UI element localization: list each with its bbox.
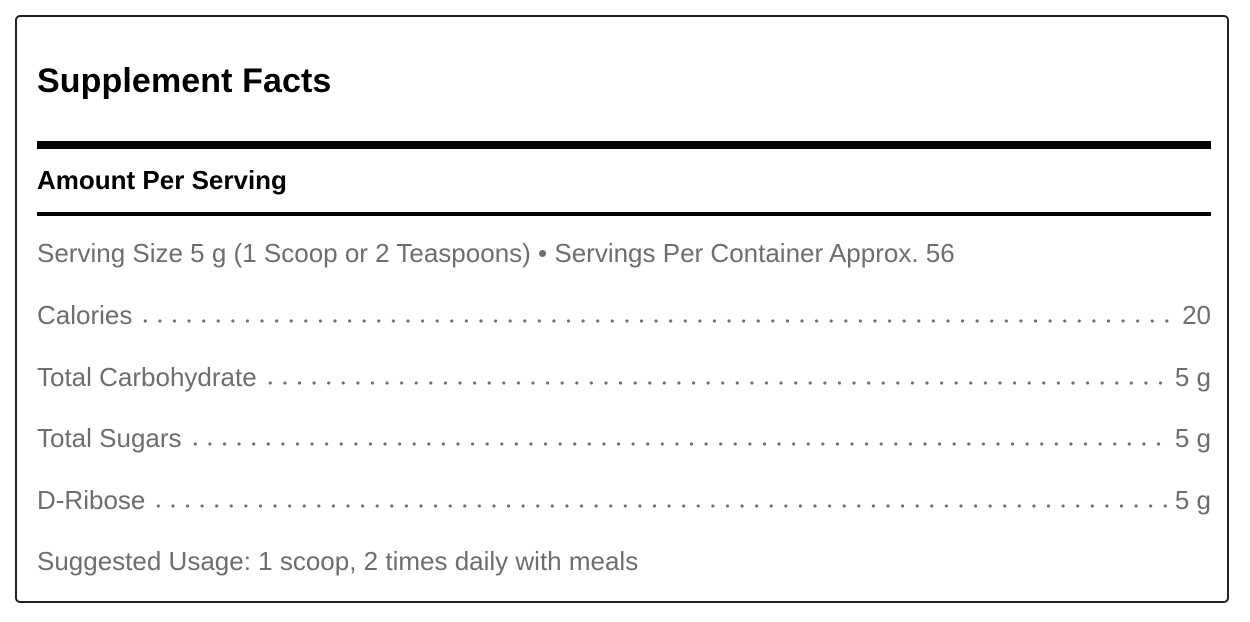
panel-title: Supplement Facts (37, 62, 332, 100)
nutrient-row-d-ribose: D-Ribose 5 g (37, 484, 1211, 516)
nutrient-value: 5 g (1174, 423, 1211, 453)
nutrient-row-total-sugars: Total Sugars 5 g (37, 422, 1211, 454)
dot-leader (151, 503, 1171, 509)
nutrient-value: 5 g (1174, 362, 1211, 392)
dot-leader (187, 441, 1171, 447)
nutrient-label: Total Sugars (37, 423, 182, 453)
serving-info: Serving Size 5 g (1 Scoop or 2 Teaspoons… (37, 238, 955, 268)
suggested-usage: Suggested Usage: 1 scoop, 2 times daily … (37, 546, 639, 576)
dot-leader (138, 318, 1179, 324)
nutrient-value: 20 (1182, 300, 1211, 330)
supplement-facts-panel: Supplement Facts Amount Per Serving Serv… (15, 15, 1229, 603)
dot-leader (262, 380, 1171, 386)
thin-divider (37, 212, 1211, 216)
nutrient-label: D-Ribose (37, 485, 146, 515)
nutrient-row-total-carbohydrate: Total Carbohydrate 5 g (37, 361, 1211, 393)
nutrient-value: 5 g (1174, 485, 1211, 515)
nutrient-row-calories: Calories 20 (37, 299, 1211, 331)
nutrient-label: Calories (37, 300, 133, 330)
thick-divider (37, 141, 1211, 149)
nutrient-label: Total Carbohydrate (37, 362, 257, 392)
amount-per-serving-heading: Amount Per Serving (37, 165, 287, 195)
